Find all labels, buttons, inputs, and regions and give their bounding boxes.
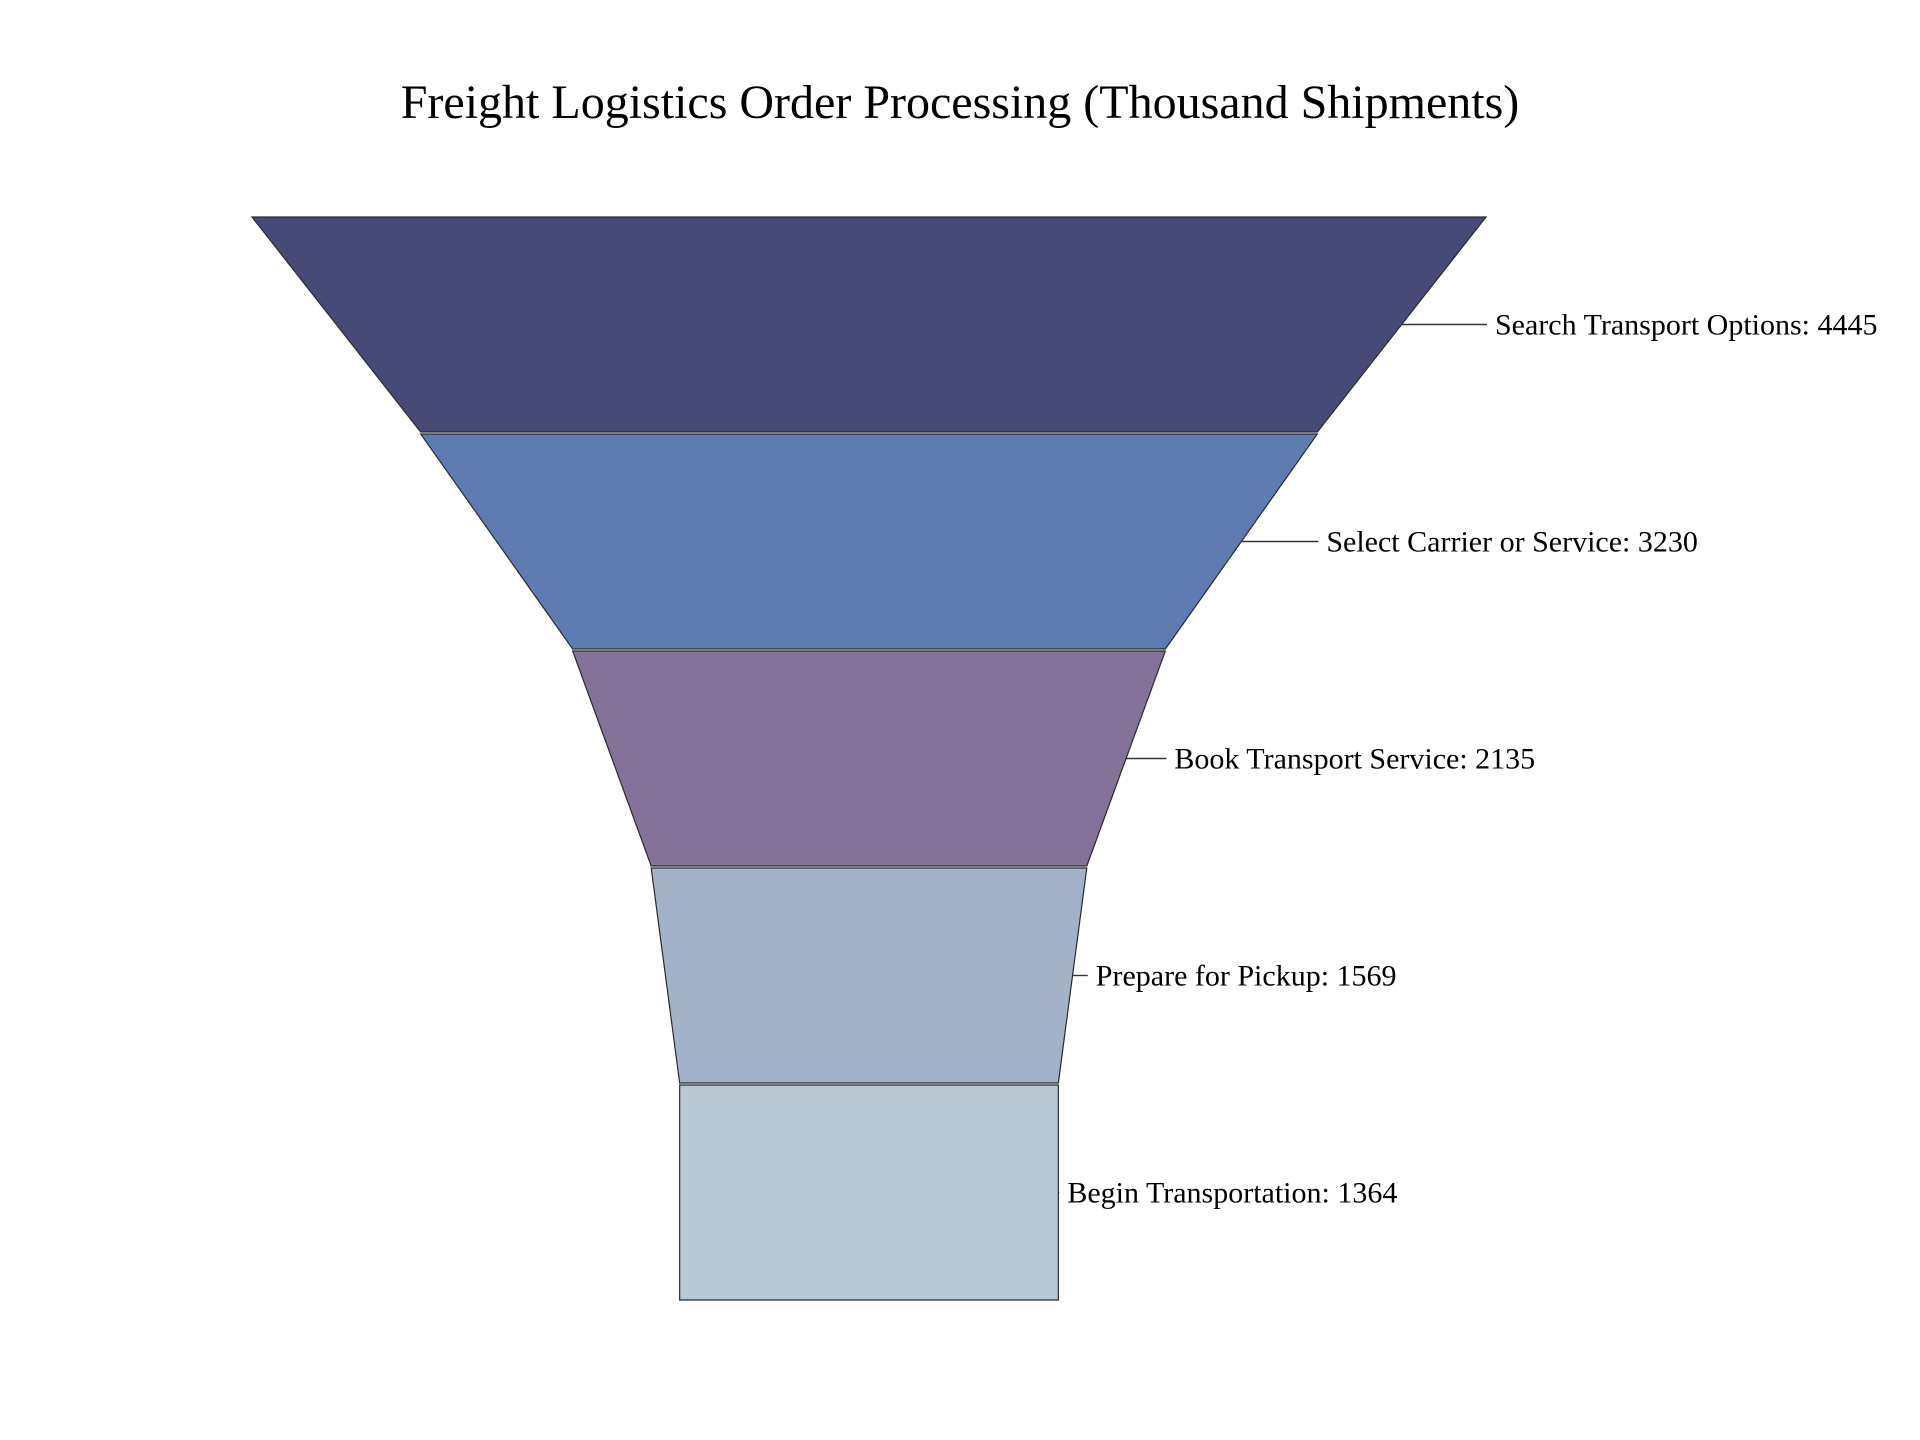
funnel-stage [679, 1084, 1059, 1301]
stage-labels: Search Transport Options: 4445 Select Car… [1067, 309, 1877, 1210]
stage-label: Search Transport Options: 4445 [1495, 309, 1878, 342]
stage-label: Select Carrier or Service: 3230 [1326, 526, 1698, 559]
stage-label: Prepare for Pickup: 1569 [1096, 960, 1397, 993]
funnel-stage [419, 433, 1319, 650]
funnel-stage [650, 867, 1088, 1084]
leader-lines [1058, 323, 1487, 1194]
funnel-stage [250, 216, 1488, 433]
stage-label: Book Transport Service: 2135 [1174, 743, 1535, 776]
chart-title: Freight Logistics Order Processing (Thou… [401, 76, 1520, 129]
funnel-stages [250, 216, 1488, 1301]
funnel-stage [571, 650, 1167, 867]
stage-label: Begin Transportation: 1364 [1067, 1177, 1397, 1210]
